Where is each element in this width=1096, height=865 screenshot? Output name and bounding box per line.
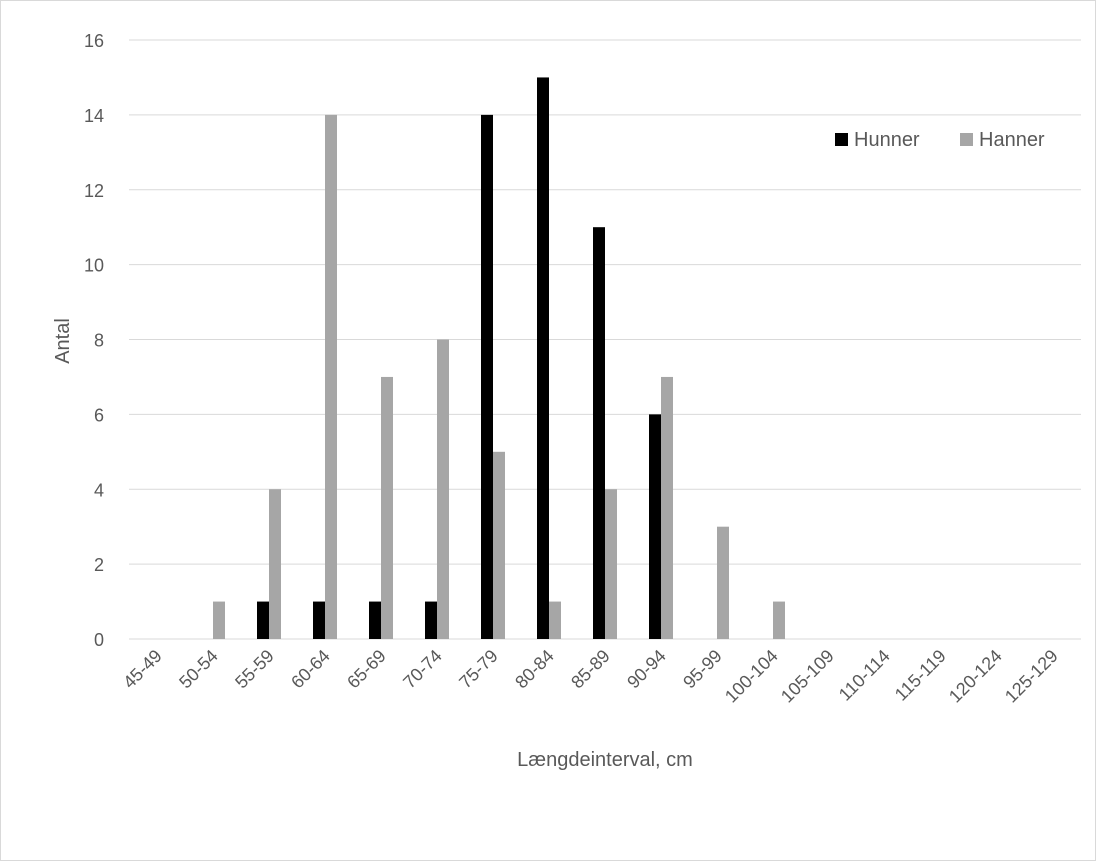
y-tick-label: 0: [94, 630, 104, 650]
x-tick-label: 95-99: [679, 646, 726, 693]
x-tick-label: 105-109: [777, 646, 838, 707]
legend-label-hunner: Hunner: [854, 129, 920, 151]
y-tick-label: 10: [84, 256, 104, 276]
y-axis-ticks: 0 2 4 6 8 10 12 14 16: [84, 31, 104, 650]
legend-label-hanner: Hanner: [979, 129, 1045, 151]
bar-hunner-75-79: [481, 114, 493, 639]
bar-hanner-85-89: [605, 489, 617, 639]
y-tick-label: 16: [84, 31, 104, 51]
bar-hanner-100-104: [773, 601, 785, 639]
bar-hanner-65-69: [381, 376, 393, 639]
y-tick-label: 2: [94, 555, 104, 575]
bar-hunner-80-84: [537, 77, 549, 639]
x-tick-label: 50-54: [175, 646, 222, 693]
x-tick-label: 120-124: [945, 646, 1006, 707]
x-tick-label: 80-84: [511, 646, 558, 693]
bar-hanner-80-84: [549, 601, 561, 639]
bar-hunner-65-69: [369, 601, 381, 639]
x-tick-label: 110-114: [835, 646, 894, 705]
x-tick-label: 65-69: [343, 646, 390, 693]
x-tick-label: 90-94: [623, 646, 670, 693]
bar-hanner-60-64: [325, 114, 337, 639]
bar-hunner-60-64: [313, 601, 325, 639]
x-tick-label: 70-74: [399, 646, 446, 693]
x-tick-label: 125-129: [1001, 646, 1062, 707]
x-tick-label: 60-64: [287, 646, 334, 693]
x-tick-label: 55-59: [231, 646, 278, 693]
legend-swatch-hanner: [960, 133, 973, 146]
x-tick-label: 100-104: [721, 646, 782, 707]
bars: [213, 77, 785, 639]
y-tick-label: 14: [84, 106, 104, 126]
bar-hanner-95-99: [717, 526, 729, 639]
x-tick-label: 75-79: [455, 646, 502, 693]
x-axis-ticks: 45-49 50-54 55-59 60-64 65-69 70-74 75-79 80-84…: [119, 646, 1062, 707]
x-tick-label: 85-89: [567, 646, 614, 693]
legend: Hunner Hanner: [835, 129, 1045, 151]
x-tick-label: 115-119: [891, 646, 950, 705]
y-tick-label: 4: [94, 480, 104, 500]
bar-hanner-90-94: [661, 376, 673, 639]
y-tick-label: 12: [84, 181, 104, 201]
x-axis-label: Længdeinterval, cm: [517, 749, 693, 771]
bar-hunner-85-89: [593, 227, 605, 639]
bar-hunner-70-74: [425, 601, 437, 639]
y-axis-label: Antal: [52, 318, 74, 364]
legend-swatch-hunner: [835, 133, 848, 146]
y-tick-label: 6: [94, 405, 104, 425]
bar-hanner-75-79: [493, 451, 505, 639]
bar-hunner-55-59: [257, 601, 269, 639]
bar-hanner-55-59: [269, 489, 281, 639]
x-tick-label: 45-49: [119, 646, 166, 693]
bar-hanner-50-54: [213, 601, 225, 639]
y-tick-label: 8: [94, 331, 104, 351]
bar-hanner-70-74: [437, 339, 449, 639]
bar-hunner-90-94: [649, 414, 661, 639]
